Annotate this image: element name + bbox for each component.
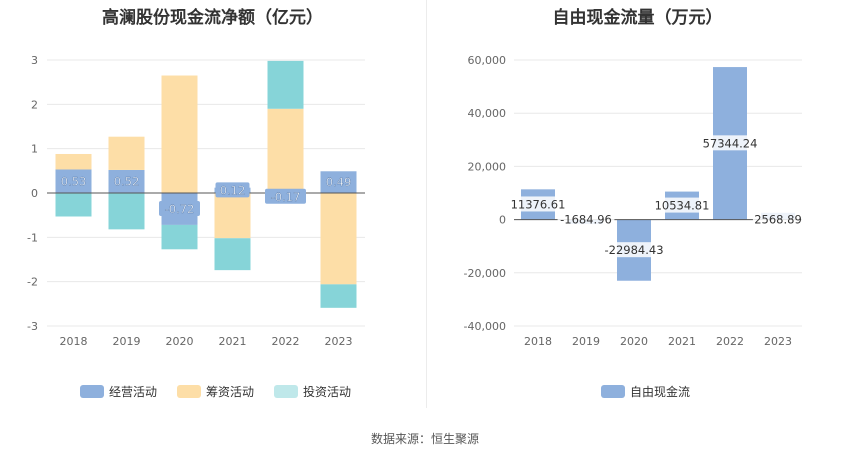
bar-segment-investing <box>320 284 357 308</box>
legend-swatch-operating <box>80 385 104 398</box>
data-label-bg <box>159 200 200 216</box>
data-label-bg <box>509 196 567 212</box>
data-label-free-cashflow: 2568.89 <box>754 213 802 227</box>
data-label-bg <box>701 135 759 151</box>
legend-item-operating[interactable]: 经营活动 <box>80 383 157 400</box>
data-label-bg <box>653 197 711 213</box>
legend-swatch-investing <box>274 385 299 398</box>
free-cashflow-bar-chart: 60,000 40,000 20,000 0 -20,000 -40,000 2018 201… <box>464 54 804 348</box>
x-tick-label: 2021 <box>219 335 247 348</box>
x-tick-label: 2020 <box>166 335 194 348</box>
y-tick-label: -20,000 <box>464 267 506 280</box>
bar-segment-investing <box>55 193 92 217</box>
legend-label-free-cashflow: 自由现金流 <box>630 385 691 399</box>
x-tick-label: 2018 <box>60 335 88 348</box>
x-tick-label: 2021 <box>668 335 696 348</box>
legend-item-financing[interactable]: 筹资活动 <box>177 383 254 400</box>
data-label-bg <box>557 211 615 227</box>
bar-segment-financing <box>320 193 357 285</box>
x-tick-label: 2019 <box>572 335 600 348</box>
data-source-note: 数据来源：恒生聚源 <box>370 432 479 446</box>
x-tick-label: 2022 <box>716 335 744 348</box>
x-tick-label: 2022 <box>272 335 300 348</box>
legend-swatch-free-cashflow <box>601 385 625 398</box>
bar-segment-investing <box>161 224 198 250</box>
legend-label-financing: 筹资活动 <box>206 385 255 399</box>
data-label-bg <box>215 182 250 198</box>
bar-segment-financing <box>108 136 145 170</box>
x-tick-label: 2018 <box>524 335 552 348</box>
data-label-free-cashflow: 11376.61 <box>511 197 566 211</box>
y-tick-label: -3 <box>27 320 38 333</box>
bar-segment-financing <box>161 75 198 193</box>
y-tick-label: 0 <box>31 187 38 200</box>
data-label-bg <box>602 242 666 258</box>
data-label-operating: 0.52 <box>114 174 140 188</box>
data-label-free-cashflow: 57344.24 <box>703 136 758 150</box>
data-label-free-cashflow: -1684.96 <box>560 213 612 227</box>
x-tick-label: 2019 <box>113 335 141 348</box>
y-tick-label: -40,000 <box>464 320 506 333</box>
legend-label-operating: 经营活动 <box>109 385 158 399</box>
bar-segment-investing <box>267 60 304 109</box>
panel-divider <box>426 0 427 408</box>
data-label-bg <box>265 188 306 204</box>
data-label-bg <box>752 211 804 227</box>
left-chart-title: 高澜股份现金流净额（亿元） <box>102 8 323 28</box>
legend-item-free-cashflow[interactable]: 自由现金流 <box>601 383 690 400</box>
y-tick-label: 40,000 <box>468 107 507 120</box>
cashflow-stacked-bar-chart: 3 2 1 0 -1 -2 -3 2018 2019 2020 2021 2022 2023 0.53 0.… <box>27 54 365 348</box>
bar-segment-financing <box>267 108 304 193</box>
y-tick-label: 0 <box>499 214 506 227</box>
legend-label-investing: 投资活动 <box>303 385 352 399</box>
y-tick-label: 1 <box>31 143 38 156</box>
data-label-free-cashflow: -22984.43 <box>604 243 663 257</box>
data-label-operating: -0.17 <box>271 190 301 204</box>
data-label-operating: 0.12 <box>220 183 246 197</box>
data-label-free-cashflow: 10534.81 <box>655 199 710 213</box>
data-label-operating: 0.53 <box>61 174 87 188</box>
y-tick-label: -1 <box>27 231 38 244</box>
x-tick-label: 2023 <box>325 335 353 348</box>
y-tick-label: 20,000 <box>468 160 507 173</box>
y-tick-label: -2 <box>27 276 38 289</box>
bar-segment-investing <box>108 193 145 230</box>
right-legend: 自由现金流 <box>601 383 710 400</box>
x-tick-label: 2023 <box>764 335 792 348</box>
legend-swatch-financing <box>177 385 202 398</box>
data-label-operating: -0.72 <box>165 202 195 216</box>
legend-item-investing[interactable]: 投资活动 <box>274 383 351 400</box>
x-tick-label: 2020 <box>620 335 648 348</box>
data-label-operating: 0.49 <box>326 175 352 189</box>
y-tick-label: 60,000 <box>468 54 507 67</box>
bar-segment-investing <box>214 238 251 271</box>
bar-segment-financing <box>55 153 92 170</box>
y-tick-label: 2 <box>31 98 38 111</box>
data-label-bg <box>109 173 144 189</box>
y-tick-label: 3 <box>31 54 38 67</box>
data-label-bg <box>321 174 356 190</box>
bar-segment-financing <box>214 193 251 239</box>
right-chart-title: 自由现金流量（万元） <box>552 8 723 28</box>
data-label-bg <box>56 173 91 189</box>
left-legend: 经营活动 筹资活动 投资活动 <box>80 383 371 400</box>
